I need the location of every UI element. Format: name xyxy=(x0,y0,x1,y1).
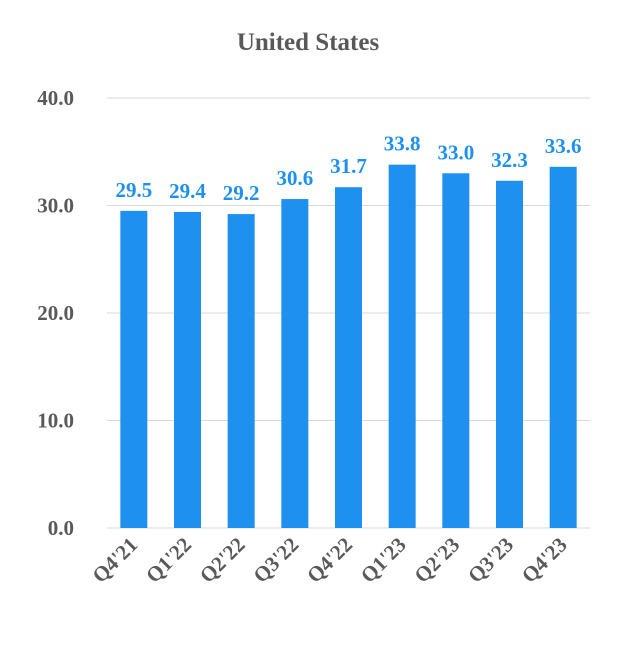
x-tick-label: Q1'22 xyxy=(141,533,196,588)
data-label: 32.3 xyxy=(491,148,528,172)
x-tick-label: Q1'23 xyxy=(356,533,411,588)
y-tick-label: 0.0 xyxy=(48,516,74,540)
y-axis-tick-labels: 0.0 10.0 20.0 30.0 40.0 xyxy=(37,86,74,540)
bar xyxy=(388,164,416,528)
chart-title: United States xyxy=(237,29,380,56)
x-tick-label: Q4'22 xyxy=(302,533,357,588)
data-label: 29.2 xyxy=(223,181,260,205)
y-tick-label: 10.0 xyxy=(37,409,74,433)
x-tick-label: Q3'22 xyxy=(248,533,303,588)
bar xyxy=(335,187,362,528)
bar xyxy=(174,211,201,528)
y-tick-label: 20.0 xyxy=(37,301,74,325)
data-label: 33.8 xyxy=(384,132,421,156)
data-label: 29.5 xyxy=(115,178,152,202)
bars xyxy=(120,164,577,529)
bar xyxy=(120,210,148,528)
x-tick-label: Q4'21 xyxy=(87,533,142,588)
y-tick-label: 30.0 xyxy=(37,194,74,218)
bar xyxy=(227,214,255,528)
x-axis-tick-labels: Q4'21Q1'22Q2'22Q3'22Q4'22Q1'23Q2'23Q3'23… xyxy=(87,533,571,588)
data-label: 33.0 xyxy=(437,140,474,164)
x-tick-label: Q2'22 xyxy=(195,533,250,588)
y-tick-label: 40.0 xyxy=(37,86,74,110)
x-tick-label: Q4'23 xyxy=(517,533,572,588)
bar xyxy=(549,166,577,529)
data-label: 33.6 xyxy=(545,134,582,158)
data-label: 31.7 xyxy=(330,154,367,178)
bar xyxy=(496,180,523,528)
x-tick-label: Q2'23 xyxy=(409,533,464,588)
x-tick-label: Q3'23 xyxy=(463,533,518,588)
data-label: 30.6 xyxy=(276,166,313,190)
data-label: 29.4 xyxy=(169,179,206,203)
bar xyxy=(281,199,309,529)
bar xyxy=(442,173,470,528)
data-labels: 29.5 29.4 29.2 30.6 31.7 33.8 33.0 32.3 33.6 xyxy=(115,132,581,205)
